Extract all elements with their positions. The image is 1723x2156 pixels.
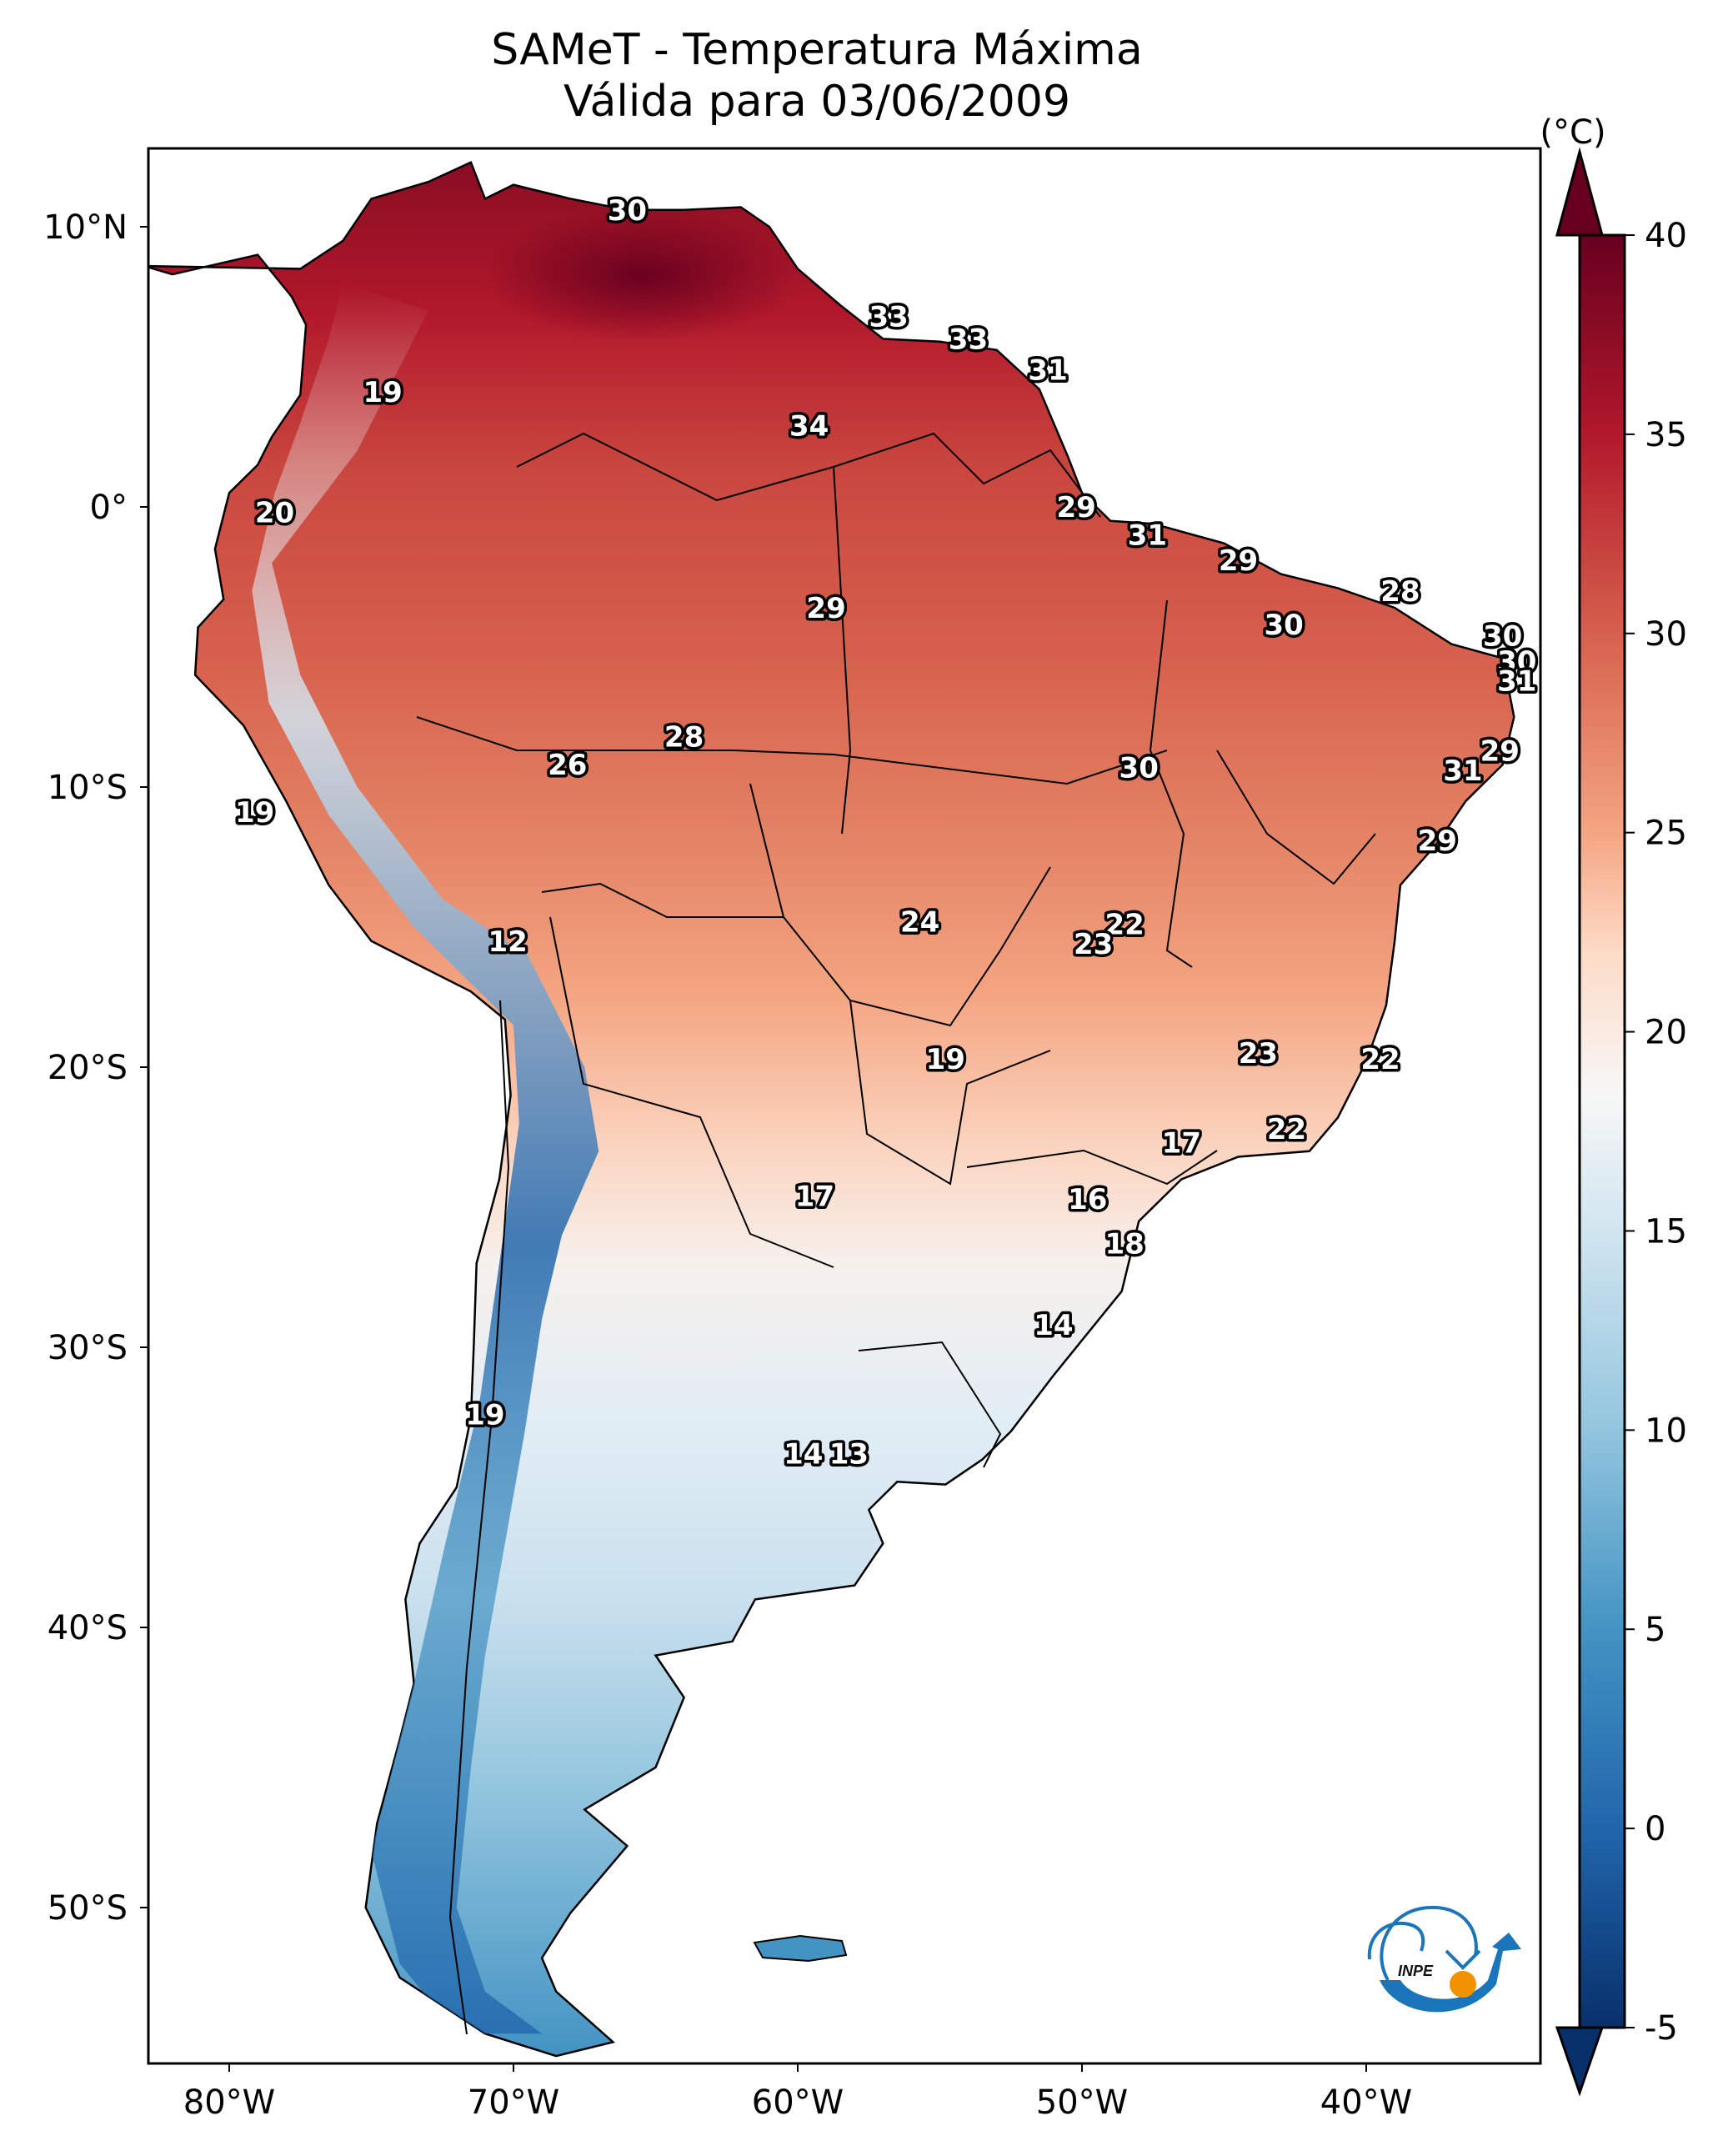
temperature-label: 12 — [488, 925, 528, 959]
colorbar-extend-min — [1555, 2026, 1605, 2097]
border-parana — [966, 1149, 1218, 1186]
colorbar: (°C) -5 0 5 10 15 20 25 30 35 40 — [1540, 113, 1687, 2097]
x-tick-label: 40°W — [1320, 2083, 1412, 2122]
border-brazil-west — [416, 716, 1168, 785]
temperature-label: 17 — [1162, 1127, 1201, 1161]
temperature-label: 26 — [548, 749, 587, 782]
temperature-label: 30 — [1264, 609, 1303, 642]
temperature-label: 28 — [1380, 575, 1420, 609]
colorbar-tick-label: 40 — [1645, 217, 1687, 255]
border-uruguay — [858, 1341, 1002, 1468]
y-axis: 10°N 0° 10°S 20°S 30°S 40°S 50°S — [43, 208, 148, 1928]
falkland-islands — [753, 1934, 848, 1963]
border-bahia — [1216, 750, 1376, 885]
colorbar-tick-label: 20 — [1645, 1014, 1687, 1052]
colorbar-tick-label: 0 — [1645, 1810, 1665, 1848]
temperature-label: 19 — [363, 376, 402, 409]
colorbar-extend-max — [1555, 147, 1604, 237]
temperature-label: 14 — [1034, 1309, 1073, 1342]
temperature-label: 29 — [1057, 491, 1096, 524]
colorbar-gradient — [1578, 233, 1626, 2029]
temperature-label: 30 — [1483, 620, 1522, 654]
y-tick-label: 50°S — [48, 1889, 128, 1928]
colorbar-tick-label: 30 — [1645, 615, 1687, 654]
hotspot-venezuela — [483, 208, 800, 342]
colorbar-tick-label: 5 — [1645, 1611, 1665, 1649]
border-paraguay — [849, 1000, 1051, 1186]
temperature-label: 29 — [1480, 735, 1520, 768]
logo-outer-swirl — [1380, 1905, 1478, 1981]
x-tick-label: 50°W — [1036, 2083, 1128, 2122]
temperature-label: 18 — [1104, 1228, 1144, 1261]
inpe-logo: INPE — [1367, 1905, 1521, 2013]
border-bolivia-argentina — [549, 916, 834, 1268]
temperature-label: 33 — [869, 301, 908, 334]
temperature-label: 16 — [1068, 1183, 1107, 1216]
colorbar-unit-label: (°C) — [1540, 113, 1605, 152]
temperature-label: 30 — [608, 194, 647, 228]
border-northern — [516, 432, 1101, 518]
temperature-label: 22 — [1360, 1043, 1400, 1076]
temperature-label: 23 — [1239, 1037, 1278, 1070]
colorbar-tick-label: 25 — [1645, 815, 1687, 853]
chart-title: SAMeT - Temperatura Máxima — [491, 25, 1143, 75]
temperature-label: 24 — [900, 905, 939, 939]
x-axis: 80°W 70°W 60°W 50°W 40°W — [183, 2063, 1412, 2122]
temperature-label: 14 — [784, 1438, 823, 1472]
x-tick-label: 80°W — [183, 2083, 275, 2122]
y-tick-label: 40°S — [48, 1609, 128, 1647]
temperature-label: 23 — [1074, 928, 1113, 961]
colorbar-tick-label: 15 — [1645, 1212, 1687, 1251]
temperature-label: 31 — [1128, 519, 1167, 553]
temperature-label: 29 — [1219, 544, 1258, 578]
y-tick-label: 30°S — [48, 1329, 128, 1367]
logo-arrow-down — [1445, 1949, 1481, 1970]
temperature-label: 17 — [795, 1181, 834, 1214]
temperature-label: 29 — [1418, 825, 1457, 858]
country-borders — [416, 432, 1376, 2035]
plot-frame — [147, 147, 1542, 2065]
y-tick-label: 0° — [90, 489, 128, 527]
temperature-label: 19 — [465, 1399, 504, 1432]
y-tick-label: 10°N — [43, 208, 128, 247]
border-mato-grosso — [749, 783, 1051, 1027]
temperature-label: 30 — [1119, 751, 1159, 785]
temperature-label: 34 — [789, 410, 829, 444]
border-chile-argentina — [448, 1000, 510, 2035]
temperature-label: 19 — [235, 796, 274, 830]
y-tick-label: 10°S — [48, 769, 128, 807]
temperature-label: 22 — [1104, 909, 1144, 942]
logo-sun — [1450, 1971, 1476, 1998]
temperature-label: 13 — [829, 1438, 869, 1472]
andes-cold-band — [252, 283, 599, 2034]
temperature-label: 22 — [1267, 1113, 1306, 1146]
y-tick-label: 20°S — [48, 1049, 128, 1087]
chart-subtitle: Válida para 03/06/2009 — [563, 77, 1071, 127]
temperature-label: 20 — [255, 497, 294, 530]
logo-arrow-up — [1380, 1933, 1521, 2013]
colorbar-tick-label: -5 — [1645, 2009, 1678, 2048]
colorbar-tick-label: 10 — [1645, 1411, 1687, 1450]
border-tocantins — [1149, 599, 1193, 968]
temperature-label: 33 — [949, 323, 988, 356]
temperature-label: 30 — [1497, 645, 1536, 679]
temperature-label: 28 — [664, 721, 704, 755]
temperature-label: 31 — [1497, 664, 1536, 698]
logo-text: INPE — [1398, 1963, 1434, 1979]
colorbar-tick-label: 35 — [1645, 416, 1687, 454]
temperature-label: 19 — [926, 1043, 965, 1076]
border-bolivia-north — [541, 882, 784, 918]
x-tick-label: 70°W — [468, 2083, 559, 2122]
border-amazonas-para — [833, 466, 852, 835]
temperature-label: 31 — [1443, 755, 1482, 788]
logo-inner-swirl — [1367, 1921, 1425, 1960]
x-tick-label: 60°W — [752, 2083, 844, 2122]
temperature-label: 31 — [1028, 353, 1067, 387]
temperature-label: 29 — [806, 592, 845, 625]
